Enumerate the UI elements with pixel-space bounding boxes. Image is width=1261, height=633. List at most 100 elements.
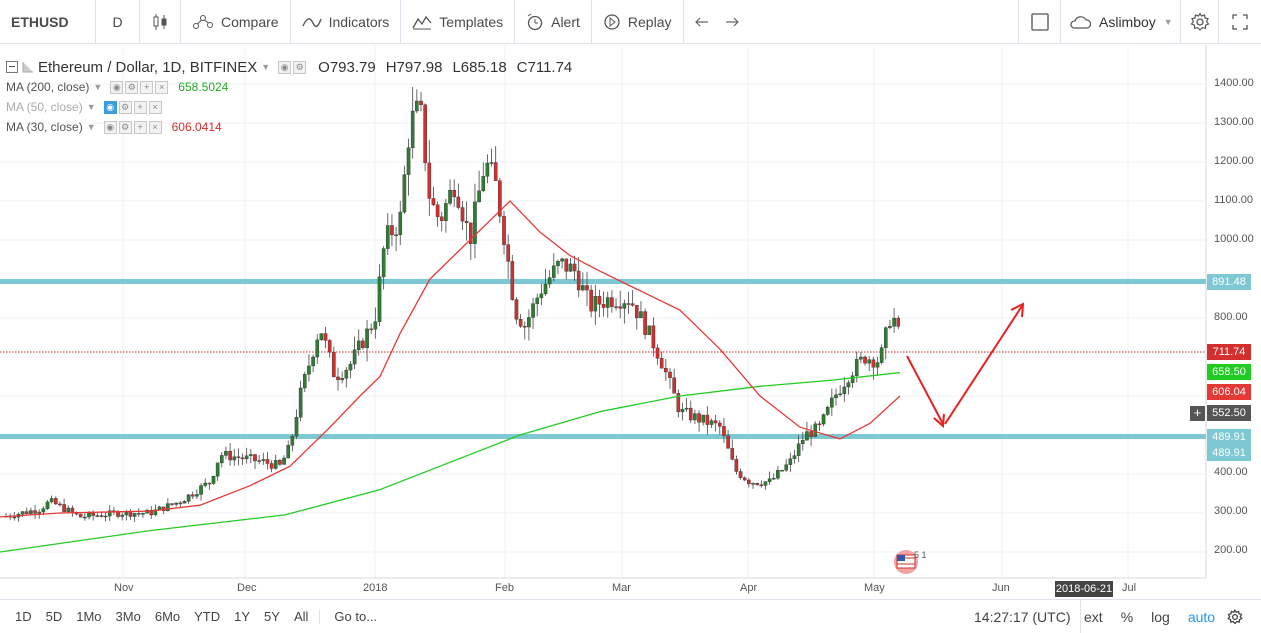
candle-body bbox=[20, 511, 25, 515]
candle-body bbox=[801, 439, 805, 444]
ma200-label[interactable]: MA (200, close) bbox=[6, 80, 90, 94]
candle-body bbox=[365, 328, 369, 349]
fullscreen-button[interactable] bbox=[1218, 0, 1261, 44]
candle-body bbox=[402, 174, 407, 213]
interval-button[interactable]: D bbox=[96, 0, 140, 44]
alert-button[interactable]: Alert bbox=[515, 0, 592, 44]
candle-body bbox=[282, 457, 286, 465]
candle-body bbox=[796, 443, 801, 456]
candle-body bbox=[838, 393, 842, 396]
indicators-button[interactable]: Indicators bbox=[291, 0, 402, 44]
candle-body bbox=[618, 306, 622, 309]
settings-small-icon[interactable]: ⚙ bbox=[118, 120, 132, 134]
templates-button[interactable]: Templates bbox=[401, 0, 516, 44]
chevron-down-icon[interactable]: ▼ bbox=[86, 122, 96, 132]
eye-off-icon[interactable]: ◉ bbox=[103, 100, 117, 114]
chart-area[interactable]: 5 1 Ethereum / Dollar, 1D, BITFINEX ▼ ◉ … bbox=[0, 45, 1261, 599]
chevron-down-icon[interactable]: ▼ bbox=[261, 62, 271, 72]
percent-toggle[interactable]: % bbox=[1120, 609, 1134, 625]
plus-icon[interactable]: + bbox=[133, 120, 147, 134]
candle-body bbox=[668, 371, 672, 378]
chevron-down-icon[interactable]: ▼ bbox=[93, 82, 103, 92]
candle-body bbox=[307, 365, 311, 375]
resistance-line[interactable] bbox=[0, 279, 1206, 284]
candle-body bbox=[688, 407, 693, 421]
ma30-value: 606.0414 bbox=[171, 120, 222, 134]
close-icon[interactable]: × bbox=[155, 80, 169, 94]
chart-settings-button[interactable] bbox=[1227, 600, 1243, 633]
plus-icon[interactable]: + bbox=[140, 80, 154, 94]
add-plus-button[interactable]: + bbox=[1190, 406, 1205, 421]
chevron-down-icon[interactable]: ▼ bbox=[86, 102, 96, 112]
eye-icon[interactable]: ◉ bbox=[110, 80, 124, 94]
range-3mo-button[interactable]: 3Mo bbox=[115, 609, 141, 624]
eye-icon[interactable]: ◉ bbox=[278, 60, 292, 74]
legend-ma50-row: MA (50, close) ▼ ◉ ⚙ + × bbox=[6, 97, 582, 117]
redo-icon[interactable] bbox=[725, 16, 739, 28]
candle-body bbox=[780, 470, 784, 472]
support-line[interactable] bbox=[0, 434, 1206, 439]
candle-body bbox=[651, 325, 656, 349]
flag-badge[interactable]: 5 1 bbox=[894, 550, 927, 574]
candle-body bbox=[771, 477, 776, 480]
range-all-button[interactable]: All bbox=[293, 609, 309, 624]
settings-small-icon[interactable]: ⚙ bbox=[125, 80, 139, 94]
settings-small-icon[interactable]: ⚙ bbox=[293, 60, 307, 74]
candle-body bbox=[489, 162, 494, 164]
symbol-title[interactable]: Ethereum / Dollar, 1D, BITFINEX bbox=[38, 58, 258, 76]
candle-body bbox=[684, 407, 689, 410]
range-ytd-button[interactable]: YTD bbox=[194, 609, 221, 624]
candle-body bbox=[622, 303, 627, 309]
plus-icon[interactable]: + bbox=[133, 100, 147, 114]
candle-body bbox=[850, 375, 855, 383]
price-chart[interactable]: 5 1 bbox=[0, 45, 1261, 599]
candle-body bbox=[493, 162, 498, 181]
candle-body bbox=[705, 414, 710, 425]
ext-toggle[interactable]: ext bbox=[1084, 609, 1103, 625]
candle-body bbox=[742, 477, 747, 481]
symbol-label: ETHUSD bbox=[11, 13, 69, 30]
auto-toggle[interactable]: auto bbox=[1187, 609, 1216, 625]
range-1d-button[interactable]: 1D bbox=[15, 609, 32, 624]
candle-body bbox=[605, 297, 610, 308]
candle-body bbox=[37, 511, 41, 514]
candle-body bbox=[697, 413, 701, 423]
ma200-line bbox=[0, 371, 901, 553]
candle-body bbox=[303, 373, 307, 389]
symbol-search-button[interactable]: ETHUSD bbox=[0, 0, 96, 44]
range-1y-button[interactable]: 1Y bbox=[234, 609, 251, 624]
gear-icon bbox=[1190, 12, 1209, 31]
candle-body bbox=[506, 244, 510, 262]
layout-button[interactable] bbox=[1018, 0, 1060, 44]
close-icon[interactable]: × bbox=[148, 100, 162, 114]
close-icon[interactable]: × bbox=[148, 120, 162, 134]
candle-body bbox=[315, 339, 320, 358]
range-5d-button[interactable]: 5D bbox=[45, 609, 63, 624]
replay-button[interactable]: Replay bbox=[592, 0, 684, 44]
ma30-label[interactable]: MA (30, close) bbox=[6, 120, 83, 134]
candle-body bbox=[29, 510, 33, 514]
range-5y-button[interactable]: 5Y bbox=[264, 609, 280, 624]
undo-icon[interactable] bbox=[694, 16, 709, 28]
candle-body bbox=[356, 340, 361, 351]
compare-button[interactable]: Compare bbox=[181, 0, 291, 44]
candle-body bbox=[178, 502, 183, 505]
candle-body bbox=[485, 162, 490, 177]
collapse-icon[interactable] bbox=[6, 61, 18, 73]
y-tick: 1000.00 bbox=[1214, 233, 1254, 245]
y-tick: 800.00 bbox=[1214, 311, 1248, 323]
goto-button[interactable]: Go to... bbox=[319, 609, 384, 624]
range-6mo-button[interactable]: 6Mo bbox=[154, 609, 181, 624]
settings-button[interactable] bbox=[1180, 0, 1218, 44]
clock[interactable]: 14:27:17 (UTC) bbox=[964, 600, 1082, 633]
chart-style-button[interactable] bbox=[140, 0, 181, 44]
eye-icon[interactable]: ◉ bbox=[103, 120, 117, 134]
candle-body bbox=[821, 414, 826, 425]
log-toggle[interactable]: log bbox=[1151, 609, 1170, 625]
range-1mo-button[interactable]: 1Mo bbox=[76, 609, 102, 624]
settings-small-icon[interactable]: ⚙ bbox=[118, 100, 132, 114]
candle-body bbox=[456, 196, 461, 208]
user-menu-button[interactable]: Aslimboy ▼ bbox=[1060, 0, 1180, 44]
ma50-label[interactable]: MA (50, close) bbox=[6, 100, 83, 114]
candle-body bbox=[547, 277, 552, 285]
